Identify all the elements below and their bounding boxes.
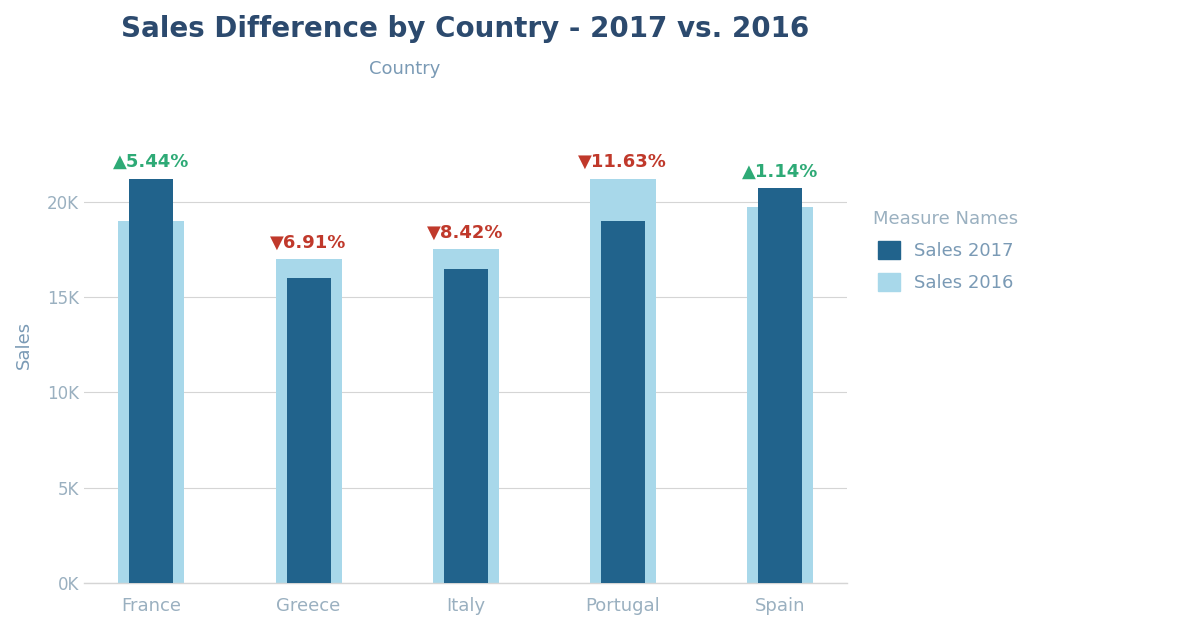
Text: Country: Country: [368, 60, 440, 78]
Bar: [601, 221, 644, 583]
Bar: [119, 221, 185, 583]
Text: ▲5.44%: ▲5.44%: [113, 153, 190, 171]
Text: ▼8.42%: ▼8.42%: [427, 224, 504, 242]
Bar: [757, 188, 802, 583]
Bar: [589, 179, 655, 583]
Bar: [130, 179, 174, 583]
Y-axis label: Sales: Sales: [14, 321, 32, 369]
Legend: Sales 2017, Sales 2016: Sales 2017, Sales 2016: [864, 201, 1027, 301]
Bar: [276, 259, 342, 583]
Text: ▼6.91%: ▼6.91%: [270, 233, 347, 251]
Bar: [444, 268, 487, 583]
Title: Sales Difference by Country - 2017 vs. 2016: Sales Difference by Country - 2017 vs. 2…: [121, 15, 810, 43]
Text: ▼11.63%: ▼11.63%: [578, 153, 667, 171]
Bar: [433, 249, 499, 583]
Text: ▲1.14%: ▲1.14%: [742, 163, 818, 181]
Bar: [287, 278, 330, 583]
Bar: [746, 207, 812, 583]
